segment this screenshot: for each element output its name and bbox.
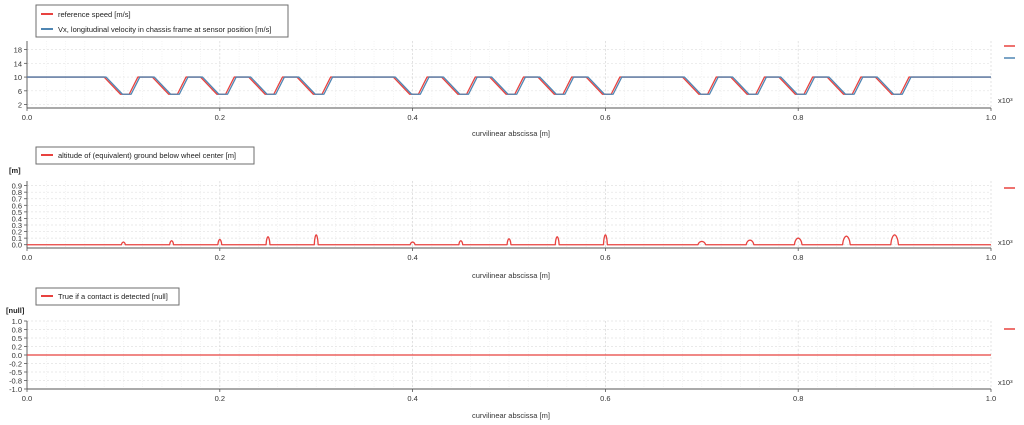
x-tick-label: 0.8	[793, 253, 803, 262]
y-tick-label: -0.2	[9, 360, 22, 369]
y-tick-label: 6	[18, 87, 22, 96]
legend-box	[35, 287, 180, 306]
y-tick-label: 0.5	[12, 334, 22, 343]
contact-chart-panel: True if a contact is detected [null] [nu…	[6, 287, 1015, 420]
x-axis-label: curvilinear abscissa [m]	[472, 411, 550, 420]
x-multiplier: x10³	[998, 378, 1013, 387]
contact-plot-area[interactable]: -1.0-0.8-0.5-0.20.00.20.50.81.00.0 0.2 0.4…	[9, 317, 1015, 403]
speed-chart-panel: reference speed [m/s] Vx, longitudinal v…	[14, 4, 1015, 138]
altitude-plot-area[interactable]: 0.00.10.20.30.40.50.60.70.80.90.0 0.2 0.4 0…	[12, 181, 1015, 262]
y-tick-label: 0.7	[12, 195, 22, 204]
y-tick-label: 2	[18, 101, 22, 110]
x-tick-label: 0.6	[600, 394, 610, 403]
x-axis-label: curvilinear abscissa [m]	[472, 129, 550, 138]
x-tick-label: 1.0	[986, 113, 996, 122]
y-tick-label: 0.8	[12, 188, 22, 197]
y-axis-label: [null]	[6, 306, 25, 315]
legend-box	[35, 146, 255, 165]
x-tick-label: 0.6	[600, 253, 610, 262]
x-tick-label: 0.8	[793, 394, 803, 403]
x-multiplier: x10³	[998, 96, 1013, 105]
x-tick-label: 0.2	[215, 394, 225, 403]
x-tick-label: 0.6	[600, 113, 610, 122]
x-tick-label: 0.4	[407, 394, 417, 403]
x-tick-label: 0.0	[22, 113, 32, 122]
y-tick-label: 0.4	[12, 214, 22, 223]
legend-label-vx[interactable]: Vx, longitudinal velocity in chassis fra…	[58, 25, 271, 34]
y-tick-label: -0.8	[9, 377, 22, 386]
speed-plot-area[interactable]: 2 6 10 14 18 0.0 0.2 0.4 0.6 0.8 1.0	[14, 41, 1015, 122]
series-line[interactable]	[27, 234, 991, 246]
legend-box	[35, 4, 289, 38]
y-tick-label: -0.5	[9, 368, 22, 377]
y-tick-label: 0.5	[12, 208, 22, 217]
y-tick-label: 0.2	[12, 228, 22, 237]
y-tick-label: 10	[14, 73, 22, 82]
y-tick-label: 0.0	[12, 351, 22, 360]
y-tick-label: 0.9	[12, 182, 22, 191]
y-tick-label: 0.3	[12, 221, 22, 230]
y-tick-label: 18	[14, 46, 22, 55]
x-tick-label: 0.8	[793, 113, 803, 122]
legend-label-altitude[interactable]: altitude of (equivalent) ground below wh…	[58, 151, 236, 160]
x-tick-label: 0.2	[215, 113, 225, 122]
y-axis-label: [m]	[9, 166, 21, 175]
x-tick-label: 0.4	[407, 113, 417, 122]
y-tick-label: 0.1	[12, 234, 22, 243]
x-tick-label: 0.2	[215, 253, 225, 262]
y-tick-label: 1.0	[12, 317, 22, 326]
legend-label-reference-speed[interactable]: reference speed [m/s]	[58, 10, 131, 19]
x-tick-label: 1.0	[986, 253, 996, 262]
y-tick-label: 0.6	[12, 201, 22, 210]
x-tick-label: 0.0	[22, 394, 32, 403]
x-axis-label: curvilinear abscissa [m]	[472, 271, 550, 280]
series-line[interactable]	[27, 76, 991, 95]
legend-label-contact[interactable]: True if a contact is detected [null]	[58, 292, 168, 301]
x-multiplier: x10³	[998, 238, 1013, 247]
y-tick-label: 0.8	[12, 326, 22, 335]
x-tick-label: 0.0	[22, 253, 32, 262]
x-tick-label: 0.4	[407, 253, 417, 262]
x-tick-label: 1.0	[986, 394, 996, 403]
y-tick-label: 0.2	[12, 343, 22, 352]
y-tick-label: -1.0	[9, 385, 22, 394]
y-tick-label: 0.0	[12, 241, 22, 250]
y-tick-label: 14	[14, 59, 22, 68]
altitude-chart-panel: altitude of (equivalent) ground below wh…	[9, 146, 1015, 280]
